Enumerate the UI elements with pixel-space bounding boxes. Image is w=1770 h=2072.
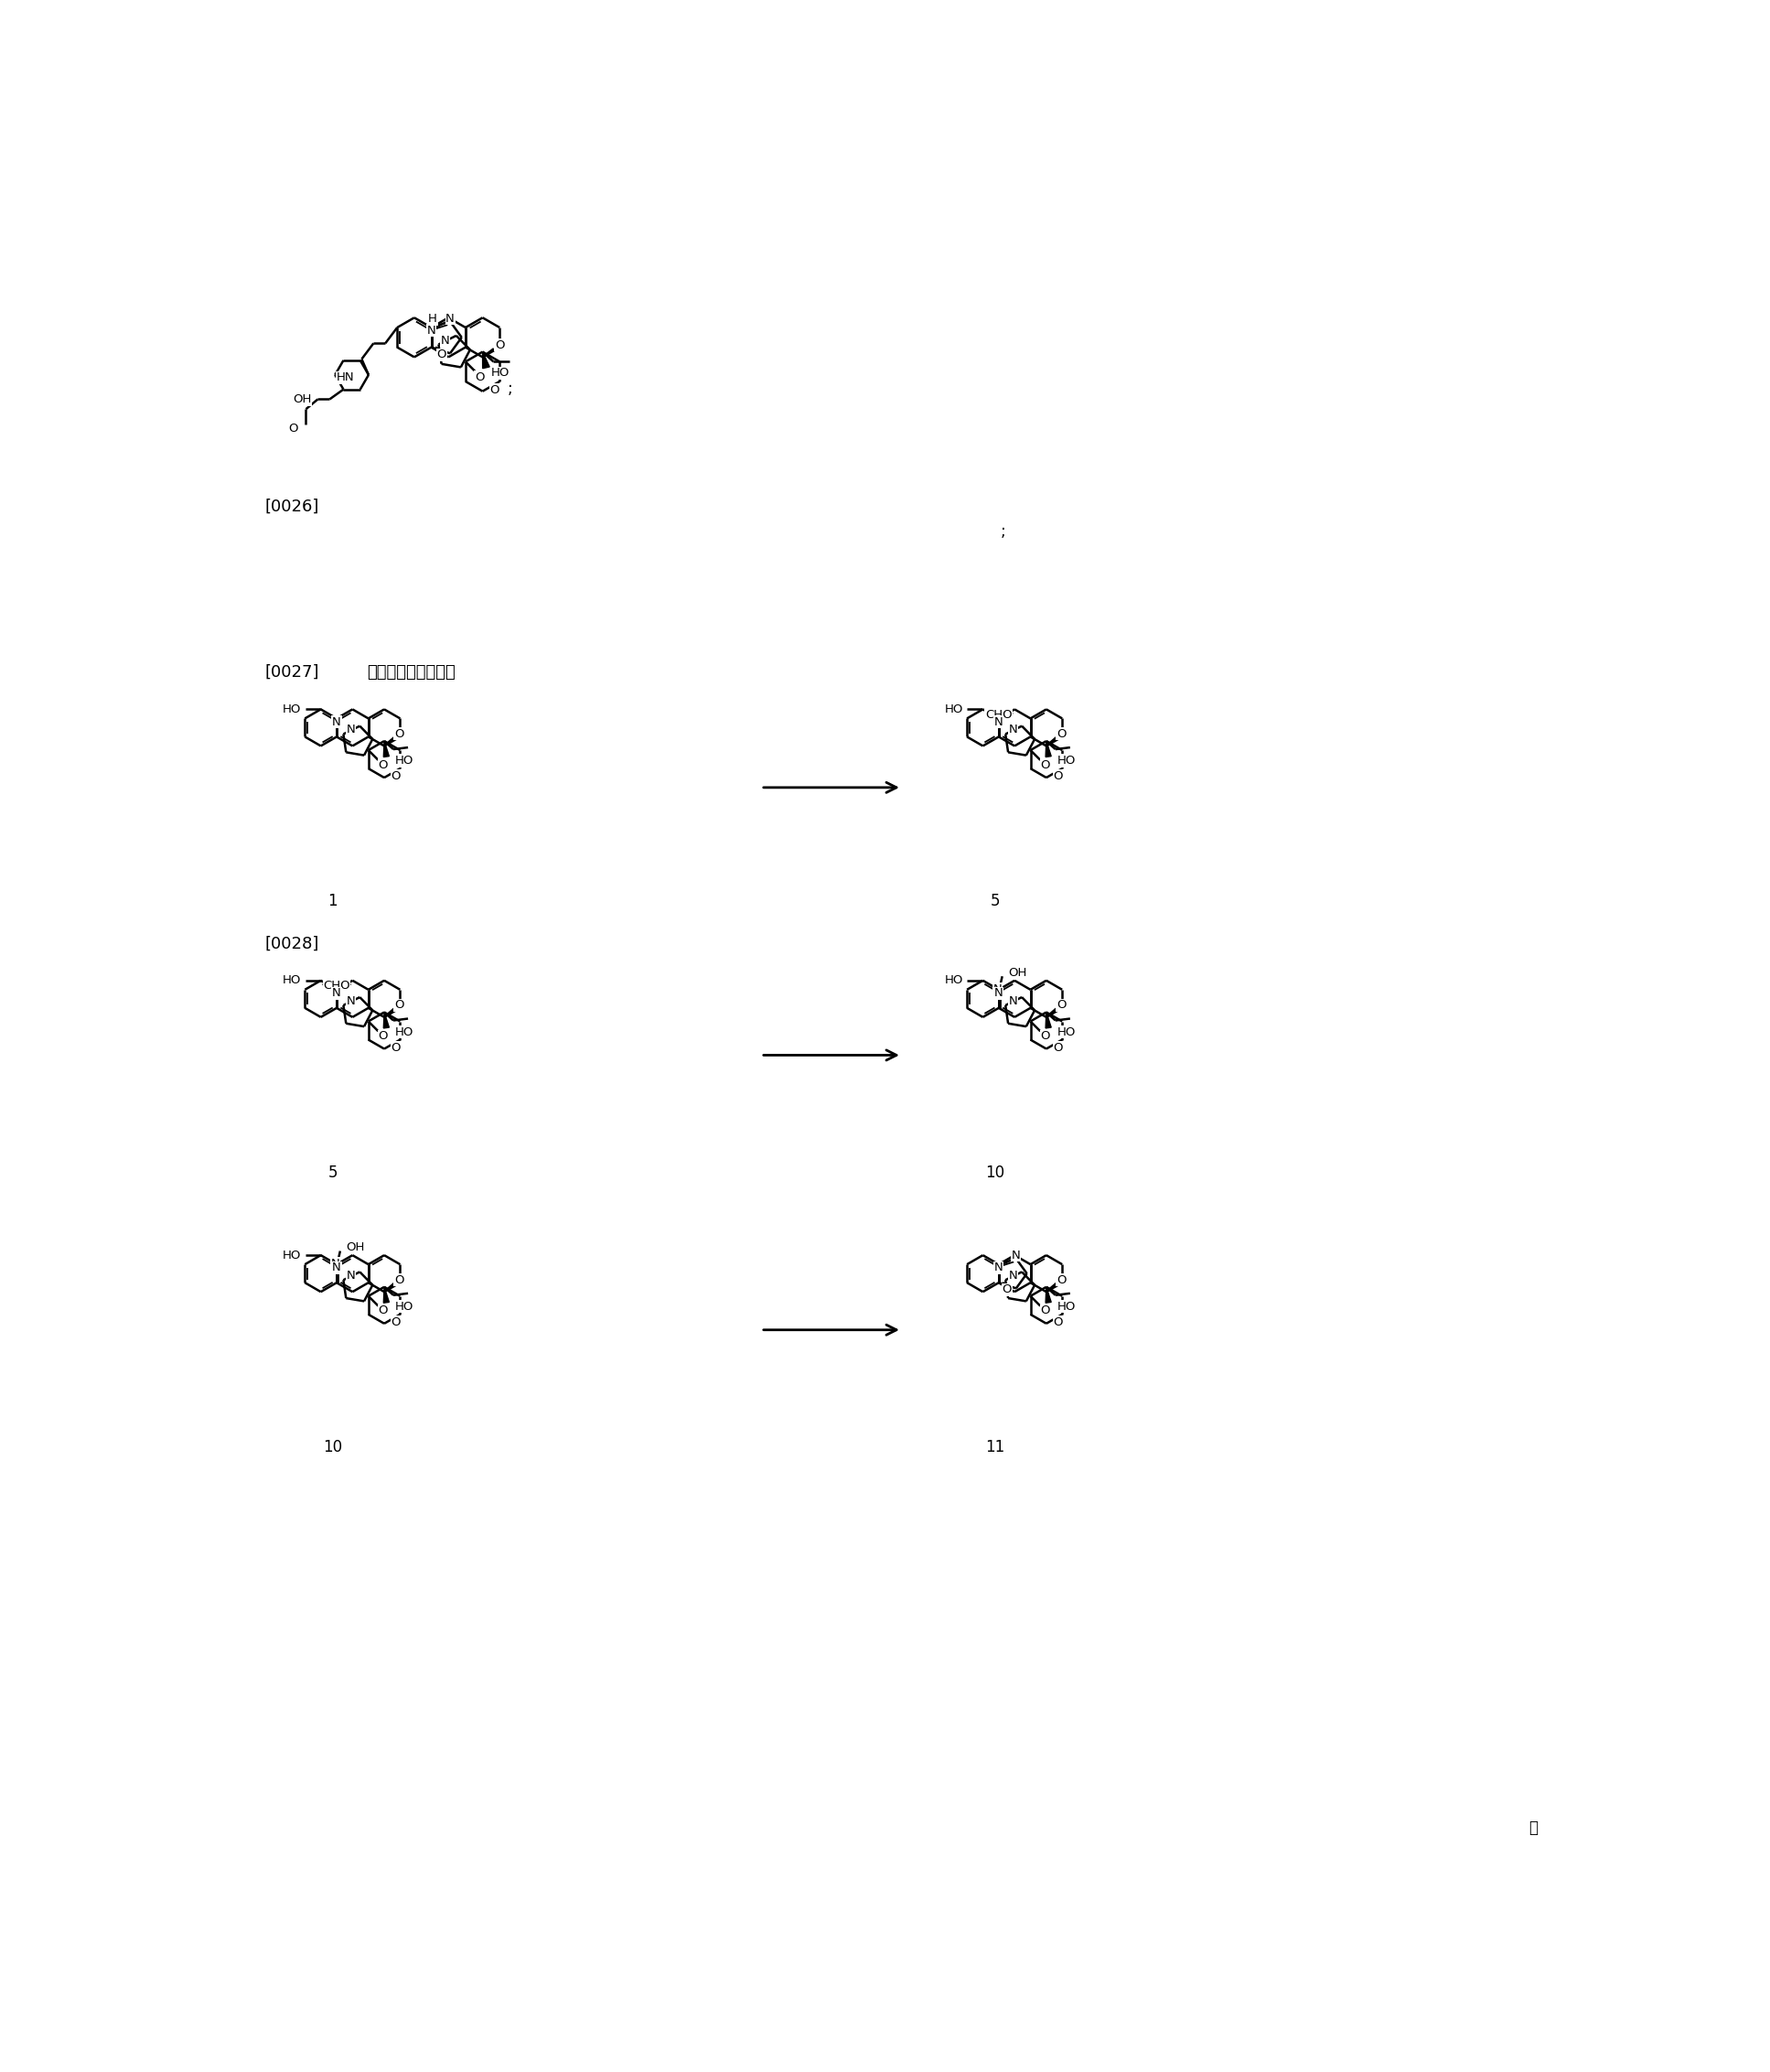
Text: N: N [1012,1249,1021,1262]
Text: 5: 5 [989,893,1000,910]
Text: HO: HO [1057,754,1076,767]
Text: N: N [995,1262,1004,1274]
Text: [0026]: [0026] [264,499,319,516]
Polygon shape [384,1013,389,1028]
Text: 1: 1 [327,893,338,910]
Text: O: O [1053,1316,1064,1328]
Text: O: O [391,771,400,783]
Text: O: O [1057,1274,1066,1287]
Text: HO: HO [395,754,414,767]
Text: 10: 10 [324,1440,342,1455]
Text: OH: OH [1007,968,1027,978]
Text: O: O [289,423,297,435]
Text: 11: 11 [986,1440,1005,1455]
Text: N: N [347,995,356,1007]
Text: N: N [1009,1270,1018,1283]
Text: O: O [391,1316,400,1328]
Text: 10: 10 [986,1164,1005,1181]
Text: O: O [379,758,388,771]
Text: HO: HO [283,1249,301,1262]
Text: 。: 。 [1529,1819,1538,1836]
Text: ;: ; [1000,524,1005,541]
Text: HO: HO [1057,1026,1076,1038]
Text: N: N [347,723,356,736]
Text: CHO: CHO [324,980,350,992]
Text: N: N [333,986,342,999]
Text: HO: HO [1057,1301,1076,1312]
Text: HO: HO [395,1301,414,1312]
Text: N: N [1009,995,1018,1007]
Text: O: O [1053,771,1064,783]
Text: 5: 5 [327,1164,338,1181]
Text: O: O [1041,1305,1050,1318]
Text: O: O [494,340,504,350]
Text: N: N [347,1270,356,1283]
Text: O: O [1041,758,1050,771]
Text: N: N [995,717,1004,727]
Text: N: N [993,982,1002,995]
Text: O: O [395,727,404,740]
Text: OH: OH [294,394,312,406]
Text: OH: OH [345,1241,365,1254]
Text: [0028]: [0028] [264,934,319,951]
Text: N: N [333,717,342,727]
Text: N: N [441,336,450,346]
Text: HO: HO [283,702,301,715]
Text: O: O [395,999,404,1011]
Text: O: O [1053,1042,1064,1053]
Text: 反应步骤如下所示：: 反应步骤如下所示： [366,665,455,682]
Text: HN: HN [336,371,354,383]
Text: ;: ; [508,381,513,398]
Text: N: N [1009,723,1018,736]
Text: HO: HO [945,702,963,715]
Text: O: O [379,1305,388,1318]
Text: HO: HO [283,974,301,986]
Polygon shape [384,1287,389,1303]
Text: [0027]: [0027] [264,665,319,682]
Text: O: O [1057,727,1066,740]
Text: O: O [1057,999,1066,1011]
Text: CHO: CHO [986,709,1012,721]
Text: N: N [995,986,1004,999]
Text: O: O [490,383,499,396]
Text: O: O [474,371,485,383]
Polygon shape [1046,742,1051,756]
Polygon shape [1046,1013,1051,1028]
Text: H: H [428,313,437,325]
Text: O: O [1002,1285,1012,1295]
Text: O: O [437,348,446,361]
Polygon shape [1046,1287,1051,1303]
Text: O: O [395,1274,404,1287]
Polygon shape [384,742,389,756]
Text: O: O [391,1042,400,1053]
Text: HO: HO [395,1026,414,1038]
Text: O: O [1041,1030,1050,1042]
Text: O: O [379,1030,388,1042]
Text: N: N [333,1262,342,1274]
Polygon shape [483,352,490,369]
Text: N: N [446,313,455,325]
Text: HO: HO [490,367,510,379]
Text: N: N [427,325,435,336]
Text: N: N [331,1258,340,1270]
Text: HO: HO [945,974,963,986]
